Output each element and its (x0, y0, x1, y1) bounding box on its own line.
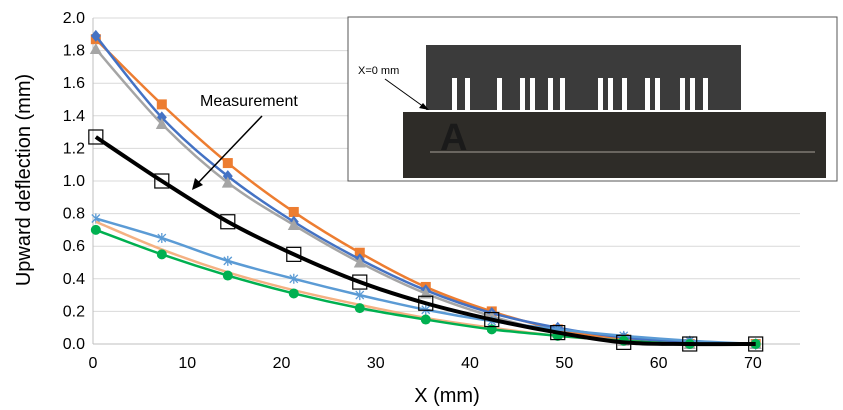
x-tick-label: 40 (461, 355, 479, 372)
specimen-baseplate (403, 112, 826, 178)
data-point (289, 273, 299, 284)
data-point (155, 117, 168, 129)
x-tick-label: 50 (555, 355, 573, 372)
x-tick-label: 60 (650, 355, 668, 372)
x-axis-title: X (mm) (414, 385, 480, 407)
data-point (420, 314, 431, 325)
data-point (222, 170, 233, 183)
comb-slot (622, 78, 627, 110)
data-point (90, 29, 101, 42)
data-point (156, 249, 167, 260)
inset-x0-arrowhead (419, 103, 429, 110)
y-tick-label: 1.0 (63, 173, 85, 190)
data-point (286, 246, 302, 262)
comb-slot (560, 78, 565, 110)
data-point (484, 311, 500, 328)
data-point (156, 99, 167, 110)
y-tick-labels: 0.0 0.2 0.4 0.6 0.8 1.0 1.2 1.4 1.6 1.8 2.0 (63, 10, 85, 353)
measurement-arrow (197, 115, 263, 184)
comb-slot (703, 78, 708, 110)
y-tick-label: 1.6 (63, 75, 85, 92)
data-point (550, 324, 566, 341)
y-tick-label: 0.6 (63, 238, 85, 255)
x-tick-label: 10 (178, 355, 196, 372)
specimen-slots (452, 78, 708, 110)
data-point (353, 256, 366, 268)
inset-x0-arrow (384, 78, 425, 108)
data-point (222, 270, 233, 281)
x-tick-labels: 0 10 20 30 40 50 60 70 (89, 355, 762, 372)
data-point (352, 274, 368, 290)
data-series (88, 29, 764, 352)
baseplate-letter: A (440, 117, 467, 159)
comb-slot (655, 78, 660, 110)
comb-slot (497, 78, 502, 110)
y-tick-label: 2.0 (63, 10, 85, 27)
data-point (221, 176, 234, 188)
comb-slot (530, 78, 535, 110)
data-point (748, 336, 764, 352)
comb-slot (520, 78, 525, 110)
series-3 (91, 213, 761, 349)
specimen-comb-part (426, 45, 741, 110)
data-point (354, 303, 365, 314)
data-point (355, 290, 365, 301)
y-tick-label: 1.2 (63, 140, 85, 157)
y-tick-label: 1.4 (63, 108, 85, 125)
comb-slot (548, 78, 553, 110)
data-point (157, 233, 167, 244)
data-point (89, 42, 102, 54)
comb-slot (452, 78, 457, 110)
series-line (94, 135, 756, 347)
data-point (418, 295, 434, 311)
x-tick-label: 20 (273, 355, 291, 372)
y-axis-title: Upward deflection (mm) (13, 74, 35, 286)
data-point (354, 247, 365, 258)
data-point (220, 214, 236, 230)
y-tick-label: 1.8 (63, 43, 85, 60)
x-tick-label: 30 (367, 355, 385, 372)
inset-x0-label: X=0 mm (358, 65, 399, 77)
data-point (288, 288, 299, 299)
x-tick-label: 70 (744, 355, 762, 372)
comb-slot (680, 78, 685, 110)
y-tick-label: 0.8 (63, 206, 85, 223)
comb-slot (465, 78, 470, 110)
specimen-photo-inset: A X=0 mm (347, 16, 838, 182)
y-tick-label: 0.2 (63, 303, 85, 320)
comb-slot (645, 78, 650, 110)
measurement-label: Measurement (200, 93, 298, 110)
x-tick-label: 0 (89, 355, 98, 372)
data-point (682, 336, 698, 352)
data-point (288, 206, 299, 217)
comb-slot (608, 78, 613, 110)
series-6 (88, 129, 764, 352)
data-point (222, 158, 233, 169)
data-point (287, 219, 300, 231)
y-tick-label: 0.0 (63, 336, 85, 353)
data-point (154, 173, 170, 189)
measurement-arrowhead (192, 178, 203, 190)
series-line (95, 217, 756, 346)
comb-slot (598, 78, 603, 110)
data-point (88, 129, 104, 145)
y-tick-label: 0.4 (63, 271, 85, 288)
comb-slot (690, 78, 695, 110)
data-point (616, 334, 632, 350)
data-point (223, 255, 233, 266)
data-point (90, 224, 101, 235)
data-point (486, 324, 497, 335)
